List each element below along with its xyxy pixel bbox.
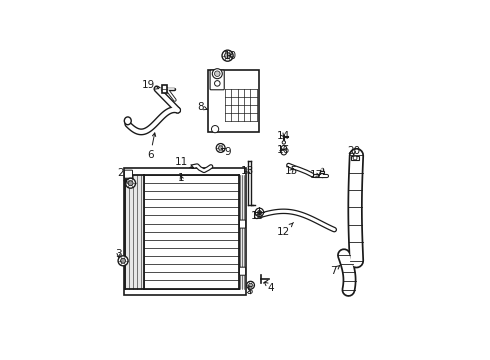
- Circle shape: [215, 71, 220, 76]
- FancyBboxPatch shape: [240, 267, 245, 275]
- Text: 3: 3: [115, 249, 122, 259]
- Text: 1: 1: [178, 173, 185, 183]
- Bar: [125, 175, 145, 288]
- Circle shape: [128, 181, 133, 186]
- Text: 5: 5: [246, 286, 253, 296]
- Circle shape: [248, 283, 252, 287]
- Text: 6: 6: [147, 133, 156, 161]
- Bar: [239, 175, 244, 288]
- Circle shape: [219, 146, 223, 150]
- Ellipse shape: [124, 117, 131, 125]
- Bar: [320, 171, 324, 174]
- Text: 17: 17: [310, 170, 323, 180]
- Circle shape: [255, 208, 264, 216]
- FancyBboxPatch shape: [210, 70, 224, 90]
- Circle shape: [353, 156, 357, 160]
- Circle shape: [224, 53, 231, 59]
- Text: 2: 2: [117, 168, 127, 182]
- Circle shape: [282, 141, 286, 144]
- Text: 9: 9: [221, 147, 231, 157]
- Text: 4: 4: [265, 282, 274, 293]
- Bar: [162, 85, 168, 93]
- Circle shape: [222, 50, 233, 61]
- FancyBboxPatch shape: [240, 220, 245, 228]
- Circle shape: [118, 256, 128, 266]
- Text: 8: 8: [197, 102, 207, 112]
- Circle shape: [258, 210, 261, 214]
- Text: 19: 19: [142, 80, 159, 90]
- Text: 11: 11: [174, 157, 194, 167]
- Text: 14: 14: [277, 131, 290, 141]
- Circle shape: [121, 258, 125, 263]
- Bar: [351, 156, 359, 159]
- Circle shape: [246, 281, 254, 289]
- Text: 15: 15: [285, 166, 298, 176]
- FancyBboxPatch shape: [124, 170, 132, 178]
- Text: 18: 18: [251, 211, 265, 221]
- Text: 12: 12: [277, 222, 294, 237]
- Circle shape: [216, 144, 225, 152]
- Bar: [123, 168, 245, 296]
- Text: 7: 7: [330, 266, 340, 276]
- Circle shape: [281, 145, 287, 151]
- Circle shape: [212, 69, 222, 79]
- Text: 20: 20: [347, 146, 360, 156]
- Circle shape: [215, 81, 220, 86]
- Circle shape: [212, 126, 219, 133]
- Text: 16: 16: [277, 145, 290, 155]
- Text: 10: 10: [223, 51, 237, 61]
- Text: 13: 13: [241, 166, 254, 176]
- Circle shape: [125, 178, 136, 188]
- Circle shape: [281, 149, 287, 155]
- Bar: [208, 69, 259, 132]
